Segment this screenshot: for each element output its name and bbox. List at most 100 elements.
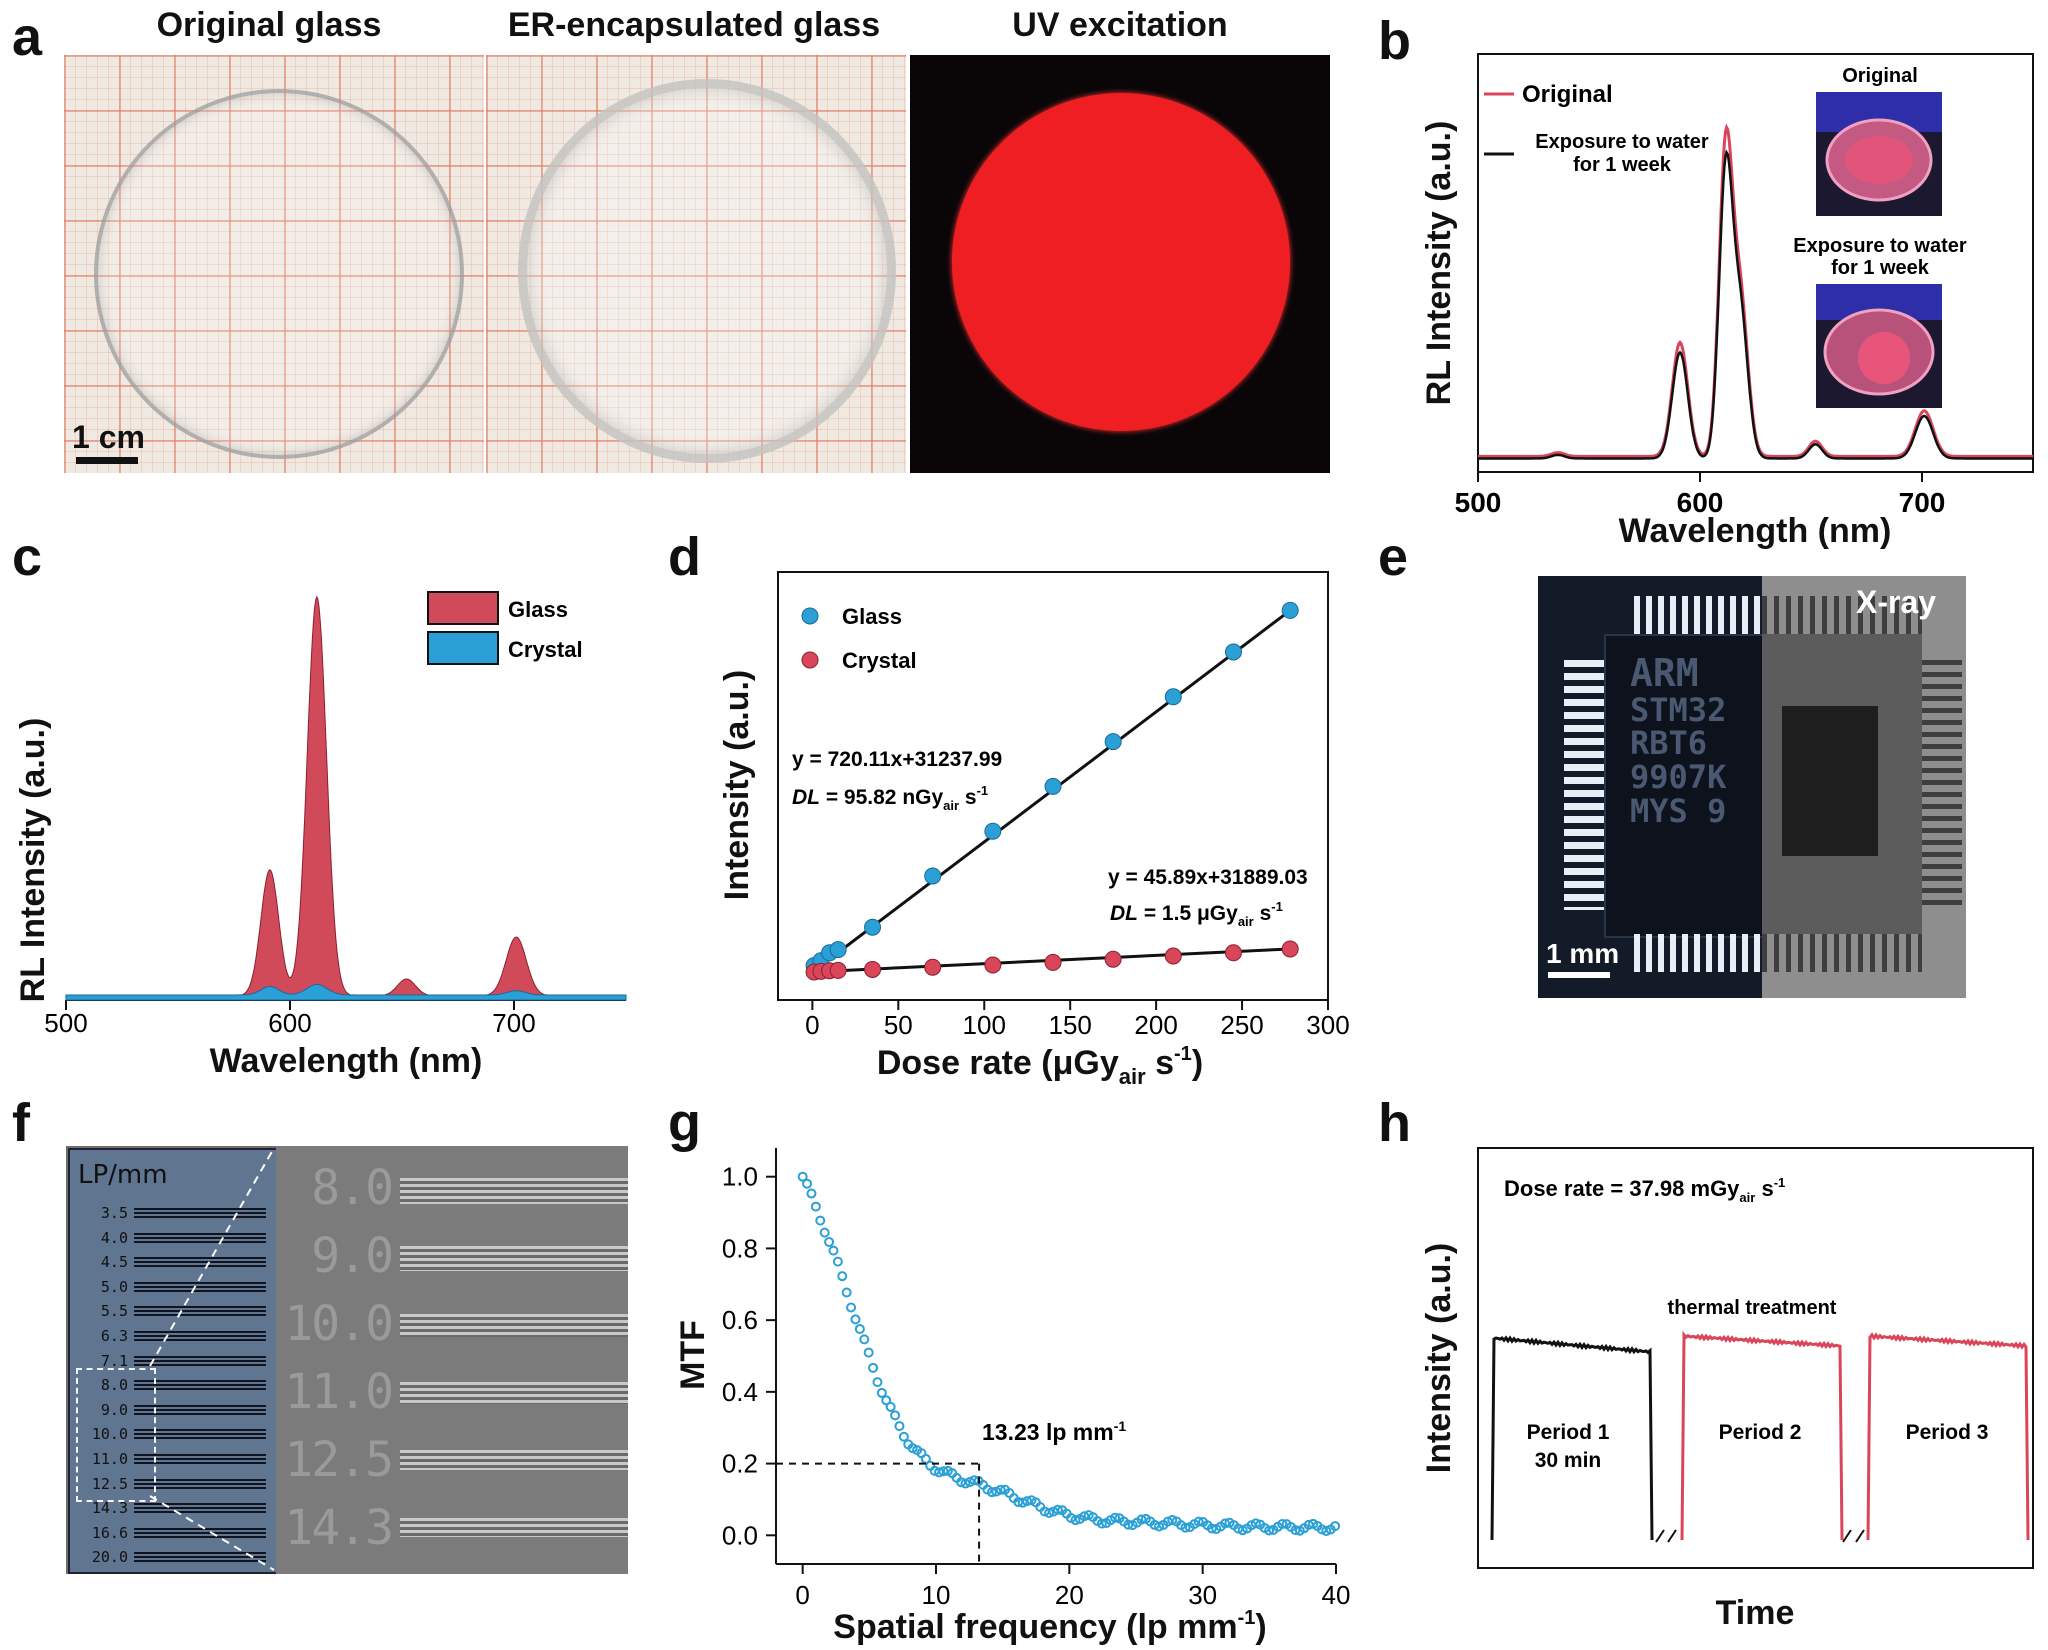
mtf-point <box>986 1487 997 1498</box>
mtf-point <box>1123 1519 1134 1530</box>
zoom-lp-value: 14.3 <box>284 1500 394 1556</box>
period-2-label: Period 2 <box>1719 1421 1802 1444</box>
mtf-point <box>837 1271 848 1282</box>
lp-value: 10.0 <box>91 1425 128 1444</box>
zoom-lp-bars <box>400 1246 628 1271</box>
photo-original-glass: 1 cm <box>64 55 484 473</box>
crystal-point <box>984 956 1002 974</box>
chart-d: 0 50 100 150 200 250 300 Glass Crystal y = 720… <box>718 571 1350 1089</box>
mtf-point <box>894 1421 905 1432</box>
pins-left <box>1564 660 1604 910</box>
mtf-point <box>797 1171 808 1182</box>
lp-bars <box>134 1331 266 1341</box>
mtf-point <box>824 1236 835 1247</box>
chart-d-frame <box>777 571 1329 1001</box>
mtf-point <box>1052 1504 1063 1515</box>
chart-b: 500 600 700 Original Exposure to water for… <box>1420 53 2034 550</box>
chart-g-ytick-label: 0.0 <box>722 1520 758 1550</box>
dose-rate-text: Dose rate = 37.98 mGyair s-1 <box>1504 1175 1785 1205</box>
chart-d-xtick-label: 200 <box>1134 1010 1177 1040</box>
crystal-point <box>924 958 942 976</box>
chart-g-xtick-label: 0 <box>795 1580 809 1610</box>
period-1-duration: 30 min <box>1535 1449 1602 1472</box>
target-full-view: LP/mm 3.5 4.0 4.5 5.0 5.5 6.3 7.1 8.0 9.0 10.0 11.… <box>68 1148 278 1574</box>
mtf-point <box>876 1387 887 1398</box>
glass-point <box>1224 643 1242 661</box>
lp-bars <box>134 1232 266 1243</box>
crystal-point <box>1281 940 1299 958</box>
period-1-trace <box>1490 1335 1654 1541</box>
mtf-point <box>1110 1512 1121 1523</box>
lp-value: 9.0 <box>100 1400 128 1419</box>
chart-d-xlabel: Dose rate (μGyair s-1) <box>877 1043 1203 1089</box>
glass-point <box>829 941 847 959</box>
panel-label-b: b <box>1378 11 1411 71</box>
thermal-treatment-label: thermal treatment <box>1668 1297 1837 1319</box>
die-xray <box>1782 706 1878 856</box>
photo-chip: ARM STM32 RBT6 9907K MYS 9 X-ray 1 mm <box>1538 576 1966 998</box>
lp-bars <box>134 1380 266 1391</box>
crystal-point <box>829 961 847 979</box>
chart-c-ylabel: RL Intensity (a.u.) <box>14 718 52 1003</box>
panel-label-e: e <box>1378 527 1409 587</box>
mtf-point <box>1330 1521 1341 1532</box>
chip-scale-label: 1 mm <box>1546 938 1620 969</box>
mtf-point <box>1193 1516 1204 1527</box>
mtf-point <box>1044 1508 1055 1519</box>
inset-water-photo <box>1816 284 1942 408</box>
lp-value: 8.0 <box>100 1376 128 1395</box>
mtf-point <box>938 1466 949 1477</box>
lp-bars <box>134 1306 266 1317</box>
lp-value: 14.3 <box>91 1499 128 1518</box>
chart-c-xtick-label: 600 <box>268 1008 311 1038</box>
zoom-lp-value: 9.0 <box>311 1228 394 1284</box>
title-er-encapsulated-glass: ER-encapsulated glass <box>507 6 881 44</box>
chart-g-ytick-label: 0.2 <box>722 1449 758 1479</box>
title-uv-excitation: UV excitation <box>1012 6 1228 44</box>
mtf-point <box>881 1395 892 1406</box>
legend-crystal: Crystal <box>508 637 583 662</box>
chart-d-xtick-label: 150 <box>1048 1010 1091 1040</box>
zoom-lp-bars <box>400 1450 628 1470</box>
zoom-lp-value: 10.0 <box>284 1296 394 1352</box>
mtf-point <box>854 1323 865 1334</box>
crystal-point <box>1224 944 1242 962</box>
series-original-line <box>1478 123 2033 458</box>
glass-point <box>1104 733 1122 751</box>
lp-value: 3.5 <box>100 1204 128 1222</box>
zoom-lp-bars <box>400 1382 628 1404</box>
zoom-lp-value: 8.0 <box>311 1160 394 1216</box>
legend-glass: Glass <box>508 597 568 622</box>
lp-value: 4.0 <box>100 1228 128 1247</box>
chart-b-ylabel: RL Intensity (a.u.) <box>1420 121 1458 406</box>
chart-g-xtick-label: 30 <box>1188 1580 1217 1610</box>
chart-g-xlabel: Spatial frequency (lp mm-1) <box>833 1607 1266 1646</box>
chart-d-xtick-label: 50 <box>884 1010 913 1040</box>
lp-value: 11.0 <box>91 1450 128 1468</box>
mtf-point <box>832 1256 843 1267</box>
panel-label-g: g <box>668 1093 701 1153</box>
mtf-point <box>934 1467 945 1478</box>
red-emission-disk <box>952 93 1290 431</box>
crystal-point <box>864 960 882 978</box>
chip-marking: ARM STM32 RBT6 9907K MYS 9 <box>1630 651 1727 830</box>
chart-c-xtick-label: 700 <box>492 1008 535 1038</box>
mtf-point <box>1167 1514 1178 1525</box>
photo-resolution-target: LP/mm 3.5 4.0 4.5 5.0 5.5 6.3 7.1 8.0 9.0 10.0 11.… <box>66 1146 628 1574</box>
photo-uv-excitation <box>910 55 1330 473</box>
chart-c-xlabel: Wavelength (nm) <box>210 1042 483 1080</box>
mtf-point <box>863 1347 874 1358</box>
lp-value: 6.3 <box>100 1327 128 1345</box>
chart-d-ylabel: Intensity (a.u.) <box>718 670 756 900</box>
glass-point <box>1044 777 1062 795</box>
zoom-lp-bars <box>400 1314 628 1337</box>
chart-g-xtick-label: 20 <box>1055 1580 1084 1610</box>
mtf-point <box>810 1201 821 1212</box>
chart-b-xlabel: Wavelength (nm) <box>1619 512 1892 550</box>
legend-glass-marker <box>801 607 819 625</box>
mtf-point <box>859 1334 870 1345</box>
period-1-label: Period 1 <box>1527 1421 1610 1444</box>
chart-d-xtick-label: 100 <box>963 1010 1006 1040</box>
chart-g-xtick-label: 40 <box>1322 1580 1351 1610</box>
mtf-point <box>819 1227 830 1238</box>
